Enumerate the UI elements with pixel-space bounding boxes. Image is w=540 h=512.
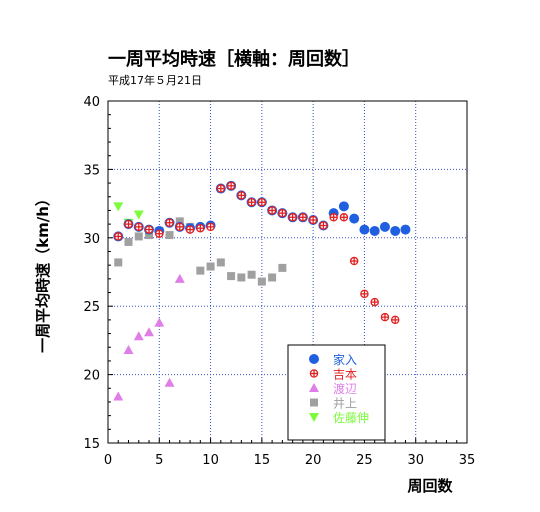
data-point <box>308 215 318 225</box>
legend-marker <box>310 398 318 407</box>
data-point <box>400 224 411 235</box>
legend-marker <box>309 354 319 364</box>
legend-label: 家入 <box>333 352 357 367</box>
x-tick-label: 20 <box>305 453 322 468</box>
data-point <box>257 197 267 207</box>
y-tick-label: 25 <box>83 300 100 315</box>
data-point <box>227 272 236 281</box>
data-point <box>226 181 236 191</box>
data-point <box>390 225 401 236</box>
y-axis-label: 一周平均時速（km/h） <box>34 191 52 353</box>
data-point <box>216 184 226 193</box>
data-point <box>185 225 195 234</box>
y-tick-label: 30 <box>83 232 100 247</box>
y-tick-label: 20 <box>83 369 100 384</box>
legend-label: 吉本 <box>333 368 357 382</box>
data-point <box>133 331 144 341</box>
x-tick-label: 0 <box>104 453 112 468</box>
data-point <box>134 222 144 232</box>
axis-ticks: 0 5 10 15 20 25 30 35 15 20 25 30 35 40 <box>83 95 475 468</box>
data-point <box>124 237 133 246</box>
data-point <box>369 225 380 236</box>
data-point <box>124 219 133 229</box>
data-point <box>114 258 123 267</box>
data-point <box>247 197 256 207</box>
x-tick-label: 35 <box>459 453 476 468</box>
data-point <box>237 191 246 200</box>
y-tick-label: 35 <box>83 163 100 178</box>
chart-subtitle: 平成17年５月21日 <box>108 73 202 87</box>
data-point <box>165 218 174 228</box>
data-point <box>114 232 123 241</box>
data-point <box>379 221 390 232</box>
legend-box <box>287 344 386 441</box>
data-point <box>267 206 277 215</box>
data-point <box>113 202 124 212</box>
data-point <box>144 327 155 337</box>
data-point <box>237 273 246 282</box>
data-point <box>175 217 184 226</box>
data-point <box>319 221 328 230</box>
legend-label: 渡辺 <box>333 381 357 396</box>
data-point <box>206 222 215 232</box>
data-point <box>175 222 185 232</box>
data-point <box>196 223 205 233</box>
data-point <box>123 344 134 354</box>
data-point <box>370 297 379 307</box>
data-point <box>288 213 297 222</box>
y-tick-label: 15 <box>83 437 100 452</box>
data-marks <box>113 180 411 401</box>
data-point <box>298 213 308 222</box>
grid <box>108 101 467 443</box>
y-tick-label: 40 <box>83 95 100 110</box>
data-point <box>390 315 400 325</box>
data-point <box>349 256 359 266</box>
chart-title: 一周平均時速［横軸：周回数］ <box>108 48 360 70</box>
data-point <box>133 210 144 220</box>
data-point <box>155 229 164 238</box>
data-point <box>278 263 287 272</box>
data-point <box>338 201 349 212</box>
data-point <box>247 270 256 279</box>
legend-label: 佐藤伸 <box>333 411 369 425</box>
legend-marker <box>309 413 319 422</box>
data-point <box>339 213 349 222</box>
data-point <box>206 262 215 271</box>
x-tick-label: 15 <box>254 453 271 468</box>
data-point <box>144 225 154 234</box>
legend-marker <box>309 383 319 392</box>
x-tick-label: 10 <box>202 453 219 468</box>
data-point <box>380 312 390 322</box>
x-tick-label: 5 <box>155 453 163 468</box>
legend-label: 井上 <box>333 397 357 411</box>
data-point <box>196 266 205 275</box>
data-point <box>349 213 360 224</box>
data-point <box>216 258 225 267</box>
data-point <box>359 224 370 235</box>
data-point <box>268 273 277 282</box>
x-tick-label: 30 <box>407 453 424 468</box>
data-point <box>257 277 266 286</box>
data-point <box>165 231 174 240</box>
data-point <box>329 213 338 222</box>
data-point <box>134 232 143 241</box>
plot-frame <box>107 100 468 444</box>
data-point <box>164 377 175 387</box>
x-tick-label: 25 <box>356 453 373 468</box>
data-point <box>278 208 287 218</box>
x-axis-label: 周回数 <box>407 477 453 495</box>
data-point <box>360 289 369 299</box>
legend-marker <box>309 369 319 378</box>
data-point <box>174 273 185 283</box>
data-point <box>154 317 165 327</box>
data-point <box>113 391 124 401</box>
